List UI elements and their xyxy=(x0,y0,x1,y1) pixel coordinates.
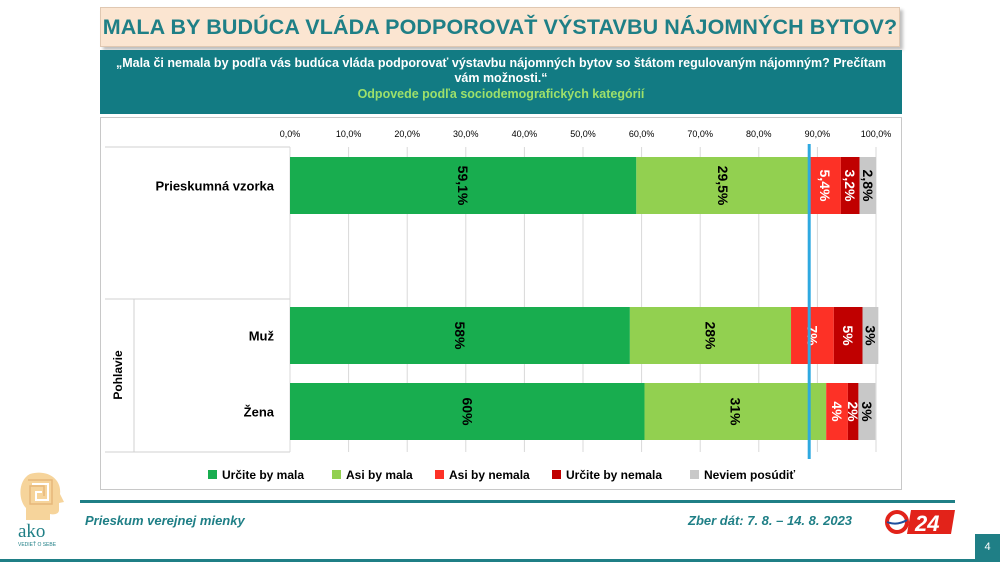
bar-segment xyxy=(840,157,860,214)
data-label: 2% xyxy=(845,401,861,422)
page-title: MALA BY BUDÚCA VLÁDA PODPOROVAŤ VÝSTAVBU… xyxy=(102,14,898,39)
bottom-divider xyxy=(0,559,1000,562)
x-tick-label: 80,0% xyxy=(746,129,772,139)
x-tick-label: 20,0% xyxy=(394,129,420,139)
data-label: 3% xyxy=(859,401,875,422)
category-label: Prieskumná vzorka xyxy=(155,179,274,194)
x-tick-label: 0,0% xyxy=(280,129,301,139)
bar-segment xyxy=(791,307,834,364)
data-label: 31% xyxy=(727,397,743,426)
x-tick-label: 50,0% xyxy=(570,129,596,139)
ako-logo-tagline: VEDIEŤ O SEBE xyxy=(18,540,57,548)
page-number: 4 xyxy=(975,534,1000,561)
stacked-bar-chart: 0,0% 10,0% 20,0% 30,0% 40,0% 50,0% 60,0% 70,0% 8… xyxy=(105,129,892,482)
category-label: Žena xyxy=(244,405,275,420)
ako-logo-text: ako xyxy=(18,521,45,542)
data-label: 60% xyxy=(459,397,475,426)
data-label: 5,4% xyxy=(817,170,833,202)
ako-logo: ako VEDIEŤ O SEBE xyxy=(18,472,64,548)
tv24-logo: 24 xyxy=(885,510,955,536)
x-tick-label: 10,0% xyxy=(336,129,362,139)
survey-label: Prieskum verejnej mienky xyxy=(85,513,245,528)
x-tick-label: 100,0% xyxy=(861,129,892,139)
bar-segment xyxy=(629,307,792,364)
legend-label: Asi by mala xyxy=(346,468,413,482)
legend-swatch xyxy=(208,470,217,479)
legend-swatch xyxy=(332,470,341,479)
title-banner: MALA BY BUDÚCA VLÁDA PODPOROVAŤ VÝSTAVBU… xyxy=(100,7,900,47)
x-tick-label: 40,0% xyxy=(512,129,538,139)
question-text: „Mala či nemala by podľa vás budúca vlád… xyxy=(115,56,887,85)
data-label: 3,2% xyxy=(842,170,858,202)
data-label: 59,1% xyxy=(455,166,471,206)
bar-segment xyxy=(833,307,863,364)
category-label: Muž xyxy=(249,329,275,344)
ako-head-icon xyxy=(20,472,64,520)
bar-segment xyxy=(644,383,827,440)
data-label: 29,5% xyxy=(715,166,731,206)
bar-segment xyxy=(858,383,876,440)
data-label: 3% xyxy=(862,325,878,346)
bar-segment xyxy=(290,383,645,440)
legend-label: Neviem posúdiť xyxy=(704,468,795,482)
footer-divider xyxy=(80,500,955,503)
bar-segment xyxy=(290,157,637,214)
bar-segment xyxy=(636,157,810,214)
question-subtitle: Odpovede podľa sociodemografických kateg… xyxy=(357,87,645,101)
legend-swatch xyxy=(435,470,444,479)
data-label: 58% xyxy=(452,321,468,350)
data-label: 7% xyxy=(804,325,820,346)
bar-segment xyxy=(826,383,848,440)
data-label: 5% xyxy=(840,325,856,346)
x-tick-label: 30,0% xyxy=(453,129,479,139)
group-label: Pohlavie xyxy=(111,350,125,400)
legend-label: Určite by mala xyxy=(222,468,304,482)
x-tick-label: 70,0% xyxy=(687,129,713,139)
collection-dates: Zber dát: 7. 8. – 14. 8. 2023 xyxy=(688,513,853,528)
x-tick-label: 90,0% xyxy=(805,129,831,139)
legend-swatch xyxy=(552,470,561,479)
bar-segment xyxy=(290,307,630,364)
bar-segment xyxy=(809,157,841,214)
legend-swatch xyxy=(690,470,699,479)
x-tick-label: 60,0% xyxy=(629,129,655,139)
bar-segment xyxy=(862,307,879,364)
data-label: 2,8% xyxy=(860,170,876,202)
data-label: 28% xyxy=(702,321,718,350)
data-label: 4% xyxy=(829,401,845,422)
legend-label: Určite by nemala xyxy=(566,468,662,482)
bar-segment xyxy=(847,383,859,440)
question-box: „Mala či nemala by podľa vás budúca vlád… xyxy=(100,50,902,114)
legend-label: Asi by nemala xyxy=(449,468,530,482)
bar-segment xyxy=(859,157,876,214)
tv24-logo-text: 24 xyxy=(914,511,939,536)
